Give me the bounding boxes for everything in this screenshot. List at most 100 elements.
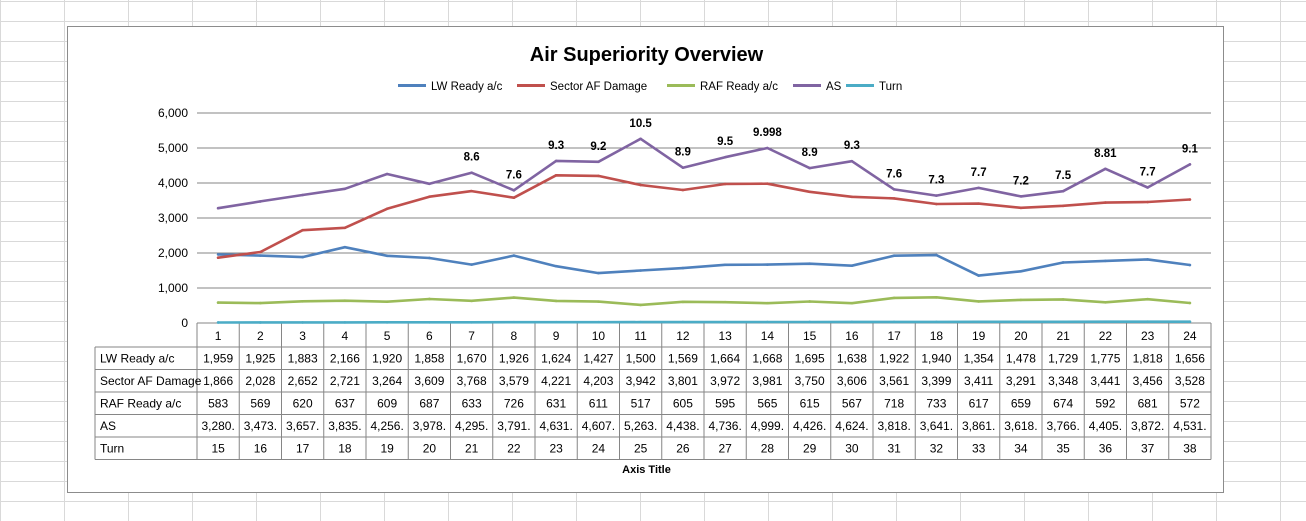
table-cell: 1,670 <box>457 352 487 366</box>
data-point <box>892 188 896 191</box>
data-point <box>935 296 938 299</box>
data-point <box>681 320 685 324</box>
data-point <box>1188 320 1192 323</box>
data-point <box>1188 301 1192 305</box>
table-cell: 17 <box>296 442 310 456</box>
data-label: 7.2 <box>1013 175 1029 187</box>
table-cell: 22 <box>507 442 521 456</box>
data-point <box>512 296 516 299</box>
data-point <box>301 255 304 259</box>
table-cell: 30 <box>845 442 859 456</box>
y-tick-label: 3,000 <box>158 211 188 225</box>
data-point <box>259 301 262 305</box>
data-point <box>1061 204 1065 208</box>
table-cell: 1,922 <box>879 352 909 366</box>
table-cell: 1,695 <box>795 352 825 366</box>
data-point <box>935 194 938 197</box>
data-point <box>385 254 389 258</box>
data-label: 7.3 <box>928 175 944 187</box>
y-tick-label: 0 <box>181 316 188 330</box>
data-point <box>597 320 600 324</box>
table-cell: 1,940 <box>921 352 951 366</box>
table-cell: 3,861. <box>962 419 995 433</box>
table-cell: 32 <box>930 442 944 456</box>
data-point <box>1188 263 1192 267</box>
data-point <box>554 264 558 268</box>
table-cell: 3,561 <box>879 374 909 388</box>
x-tick-label: 21 <box>1056 329 1070 343</box>
data-point <box>301 228 304 232</box>
y-tick-label: 4,000 <box>158 176 188 190</box>
table-cell: 3,801 <box>668 374 698 388</box>
data-point <box>766 146 769 150</box>
table-cell: 3,348 <box>1048 374 1078 388</box>
data-point <box>216 253 220 256</box>
data-point <box>1104 259 1107 263</box>
data-label: 7.5 <box>1055 170 1072 182</box>
legend-label: AS <box>826 81 842 93</box>
legend-label: Sector AF Damage <box>550 81 648 93</box>
data-point <box>512 189 516 192</box>
data-point <box>512 320 516 324</box>
table-cell: 567 <box>842 397 862 411</box>
table-cell: 4,607. <box>582 419 615 433</box>
table-cell: 4,203 <box>583 374 613 388</box>
x-tick-label: 18 <box>930 329 944 343</box>
data-point <box>343 321 347 324</box>
x-tick-label: 20 <box>1014 329 1028 343</box>
data-point <box>766 301 769 305</box>
x-tick-label: 12 <box>676 329 690 343</box>
data-label: 8.81 <box>1094 148 1117 160</box>
data-point <box>259 254 262 257</box>
data-label: 7.7 <box>1140 166 1156 178</box>
data-point <box>808 166 811 170</box>
x-tick-label: 22 <box>1099 329 1113 343</box>
table-cell: 3,528 <box>1175 374 1205 388</box>
data-point <box>892 254 896 258</box>
data-label: 7.7 <box>971 167 987 179</box>
table-cell: 1,729 <box>1048 352 1078 366</box>
data-point <box>1104 300 1107 304</box>
data-point <box>1061 298 1065 301</box>
table-row-header: AS <box>100 419 116 433</box>
data-point <box>428 256 431 260</box>
chart-area[interactable]: Air Superiority Overview LW Ready a/c Sec… <box>67 26 1224 493</box>
table-cell: 565 <box>757 397 777 411</box>
table-row-header: RAF Ready a/c <box>100 397 181 411</box>
table-cell: 3,441 <box>1090 374 1120 388</box>
table-cell: 1,500 <box>626 352 656 366</box>
x-tick-label: 8 <box>511 329 518 343</box>
table-cell: 4,631. <box>539 419 572 433</box>
table-cell: 19 <box>380 442 394 456</box>
table-cell: 1,925 <box>245 352 275 366</box>
table-cell: 23 <box>549 442 563 456</box>
table-cell: 3,818. <box>877 419 910 433</box>
table-cell: 3,768 <box>457 374 487 388</box>
y-tick-label: 1,000 <box>158 281 188 295</box>
table-cell: 572 <box>1180 397 1200 411</box>
table-cell: 3,399 <box>921 374 951 388</box>
table-cell: 605 <box>673 397 693 411</box>
x-tick-label: 3 <box>299 329 306 343</box>
data-point <box>766 320 769 324</box>
data-label: 9.3 <box>548 140 564 152</box>
table-cell: 4,426. <box>793 419 826 433</box>
x-tick-label: 16 <box>845 329 859 343</box>
table-cell: 34 <box>1014 442 1028 456</box>
data-point <box>385 300 389 303</box>
data-point <box>428 321 431 324</box>
table-cell: 3,766. <box>1046 419 1079 433</box>
table-cell: 592 <box>1095 397 1115 411</box>
x-axis-title: Axis Title <box>622 464 671 476</box>
data-point <box>385 207 389 211</box>
table-cell: 2,166 <box>330 352 360 366</box>
data-point <box>554 173 558 177</box>
data-label: 9.5 <box>717 136 734 148</box>
data-point <box>428 195 431 198</box>
table-cell: 583 <box>208 397 228 411</box>
x-tick-label: 6 <box>426 329 433 343</box>
table-cell: 3,579 <box>499 374 529 388</box>
data-point <box>892 320 896 324</box>
data-point <box>301 300 304 303</box>
data-point <box>301 193 304 197</box>
